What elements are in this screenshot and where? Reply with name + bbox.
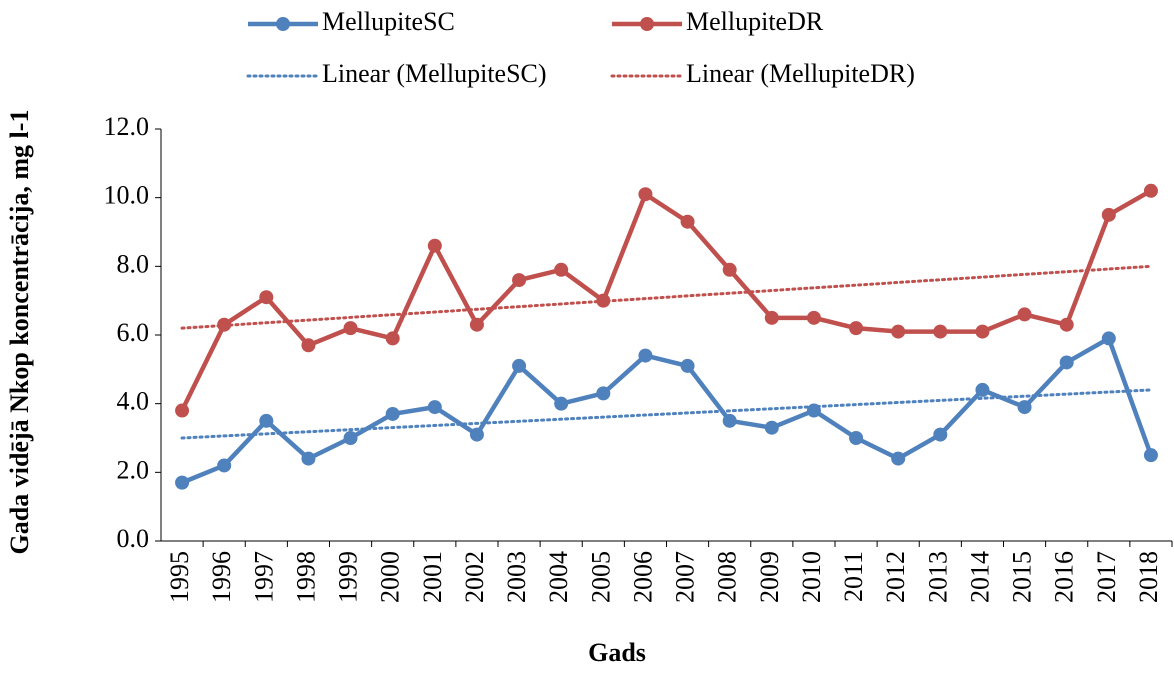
point [975,382,990,397]
x-tick-label: 2016 [1050,551,1079,603]
y-tick-label: 2.0 [117,455,150,484]
point [680,214,695,229]
x-tick-label: 2002 [460,551,489,603]
x-tick-label: 2000 [376,551,405,603]
y-tick-label: 0.0 [117,524,150,553]
point [1017,307,1032,322]
x-tick-label: 2013 [923,551,952,603]
point [301,451,316,466]
point [259,413,274,428]
point [1143,183,1158,198]
x-tick-label: 1997 [249,551,278,603]
x-tick-label: 2009 [755,551,784,603]
point [891,324,906,339]
point [512,358,527,373]
legend-label: Linear (MellupiteDR) [686,59,915,88]
point [175,403,190,418]
point [933,324,948,339]
point [343,321,358,336]
point [427,400,442,415]
point [1017,400,1032,415]
point [638,348,653,363]
legend-label: Linear (MellupiteSC) [322,59,547,88]
x-tick-label: 1996 [207,551,236,603]
x-tick-label: 2004 [544,551,573,603]
legend-label: MellupiteDR [686,7,824,36]
x-tick-label: 2017 [1092,551,1121,603]
y-tick-label: 4.0 [117,387,150,416]
point [891,451,906,466]
x-tick-label: 2015 [1008,551,1037,603]
point [722,262,737,277]
x-tick-label: 1998 [291,551,320,603]
y-tick-label: 12.0 [104,112,150,141]
point [806,403,821,418]
point [849,321,864,336]
point [680,358,695,373]
x-tick-label: 2007 [671,551,700,603]
point [638,187,653,202]
x-tick-label: 2011 [839,551,868,602]
point [764,420,779,435]
point [469,427,484,442]
x-axis-title: Gads [588,638,646,667]
x-tick-label: 2012 [881,551,910,603]
series-line [180,188,1153,412]
x-tick-label: 2008 [713,551,742,603]
y-tick-label: 8.0 [117,249,150,278]
legend-marker [640,17,654,31]
point [1059,317,1074,332]
x-tick-label: 2003 [502,551,531,603]
legend-label: MellupiteSC [322,7,455,36]
point [554,396,569,411]
point [1143,448,1158,463]
point [301,338,316,353]
y-tick-label: 6.0 [117,318,150,347]
point [933,427,948,442]
x-tick-label: 2018 [1134,551,1163,603]
trendline [180,388,1153,440]
x-tick-label: 2005 [586,551,615,603]
point [512,273,527,288]
series-line [181,336,1154,485]
point [849,431,864,445]
point [175,475,190,490]
trendline [180,264,1153,330]
point [1101,331,1116,346]
x-tick-label: 2001 [418,551,447,603]
point [764,310,779,325]
point [217,458,232,473]
point [1059,355,1074,370]
point [554,262,569,277]
point [427,238,442,253]
point [806,310,821,325]
x-tick-label: 2006 [628,551,657,603]
point [596,386,611,401]
point [1101,207,1116,222]
x-tick-label: 2010 [797,551,826,603]
point [975,324,990,339]
point [469,317,484,332]
x-tick-label: 1995 [165,551,194,603]
y-tick-label: 10.0 [104,181,150,210]
point [385,331,400,346]
point [385,406,400,421]
x-tick-label: 1999 [334,551,363,603]
point [722,413,737,428]
point [259,290,274,305]
point [343,431,358,445]
legend-marker [276,17,290,31]
point [217,317,232,332]
point [596,293,611,308]
x-tick-label: 2014 [965,551,994,603]
y-axis-title: Gada vidējā Nkop koncentrācija, mg l-1 [5,110,34,555]
